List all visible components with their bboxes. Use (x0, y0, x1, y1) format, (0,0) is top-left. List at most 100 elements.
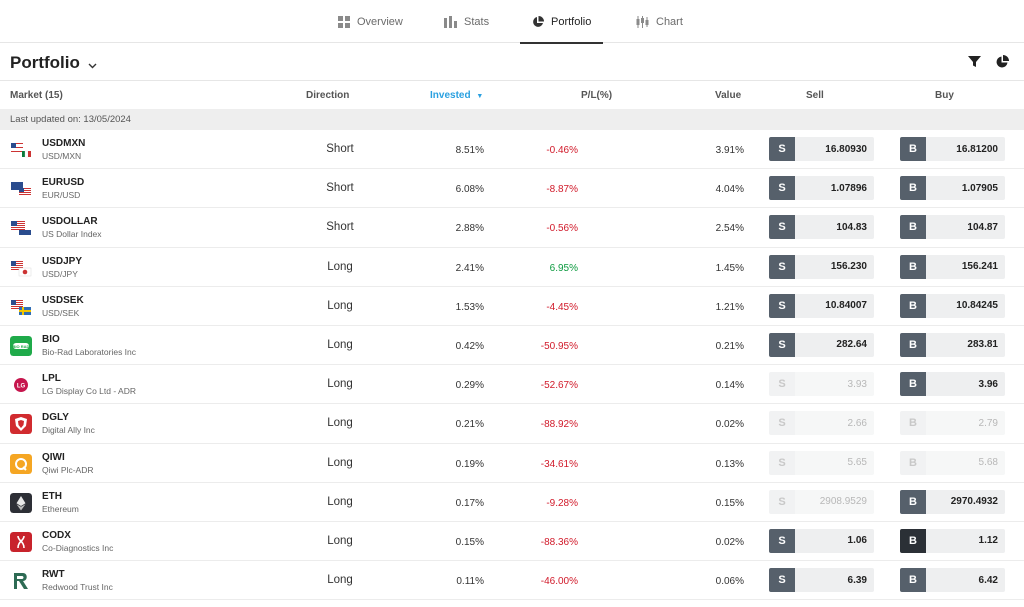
tab-portfolio[interactable]: Portfolio (519, 0, 604, 44)
tab-portfolio-label: Portfolio (551, 15, 592, 28)
sell-button[interactable]: S 16.80930 (769, 137, 874, 161)
market-name: Qiwi Plc-ADR (42, 464, 94, 475)
market-symbol[interactable]: USDOLLAR (42, 216, 98, 228)
buy-button[interactable]: B 283.81 (900, 332, 1005, 357)
table-row[interactable]: LG LPL LG Display Co Ltd - ADR Long 0.29… (0, 365, 1024, 405)
table-row[interactable]: EURUSD EUR/USD Short 6.08% -8.87% 4.04% … (0, 169, 1024, 209)
table-row[interactable]: USDJPY USD/JPY Long 2.41% 6.95% 1.45% S … (0, 248, 1024, 287)
buy-button[interactable]: B 16.81200 (900, 137, 1005, 161)
market-name: USD/MXN (42, 151, 82, 161)
table-row[interactable]: USDMXN USD/MXN Short 8.51% -0.46% 3.91% … (0, 130, 1024, 170)
market-symbol[interactable]: LPL (42, 373, 61, 385)
market-name: Bio-Rad Laboratories Inc (42, 346, 137, 357)
buy-price: 10.84245 (926, 293, 1005, 318)
buy-price: 283.81 (926, 332, 1005, 357)
col-pl[interactable]: P/L(%) (581, 90, 613, 101)
market-symbol[interactable]: USDMXN (42, 138, 86, 149)
buy-button[interactable]: B 10.84245 (900, 293, 1005, 318)
sell-price: 1.06 (795, 528, 874, 553)
portfolio-dropdown[interactable]: Portfolio (10, 52, 97, 74)
value: 0.14% (715, 380, 744, 392)
table-row[interactable]: QIWI Qiwi Plc-ADR Long 0.19% -34.61% 0.1… (0, 444, 1024, 483)
sell-key: S (769, 411, 795, 436)
buy-button[interactable]: B 2970.4932 (900, 489, 1005, 514)
col-buy[interactable]: Buy (935, 90, 954, 101)
buy-button[interactable]: B 3.96 (900, 372, 1005, 397)
sell-button[interactable]: S 5.65 (769, 450, 874, 475)
col-sell[interactable]: Sell (806, 90, 824, 101)
sell-button[interactable]: S 6.39 (769, 568, 874, 593)
sell-button[interactable]: S 10.84007 (769, 293, 874, 318)
table-row[interactable]: USDSEK USD/SEK Long 1.53% -4.45% 1.21% S… (0, 287, 1024, 326)
market-symbol[interactable]: RWT (42, 569, 65, 581)
col-market[interactable]: Market (15) (10, 90, 63, 101)
pl-percent: -0.56% (546, 223, 578, 235)
market-symbol[interactable]: ETH (42, 490, 62, 502)
invested: 0.21% (455, 419, 484, 431)
sell-button[interactable]: S 156.230 (769, 254, 874, 279)
buy-key: B (900, 489, 926, 514)
sell-button[interactable]: S 2.66 (769, 411, 874, 436)
table-row[interactable]: USDOLLAR US Dollar Index Short 2.88% -0.… (0, 208, 1024, 248)
direction: Long (327, 338, 353, 351)
direction: Long (327, 299, 353, 312)
sell-button[interactable]: S 3.93 (769, 372, 874, 397)
tab-stats[interactable]: Stats (444, 0, 489, 43)
bar-chart-icon (444, 15, 457, 28)
direction: Short (326, 221, 354, 234)
buy-button[interactable]: B 1.12 (900, 528, 1005, 553)
market-name: EUR/USD (42, 190, 81, 201)
col-direction[interactable]: Direction (306, 90, 350, 101)
sell-button[interactable]: S 2908.9529 (769, 489, 874, 514)
pl-percent: -88.36% (540, 536, 578, 548)
market-symbol[interactable]: CODX (42, 529, 71, 541)
tab-chart[interactable]: Chart (636, 0, 683, 43)
market-symbol[interactable]: DGLY (42, 412, 69, 424)
market-symbol[interactable]: USDJPY (42, 255, 83, 267)
invested: 2.88% (455, 223, 484, 235)
market-symbol[interactable]: EURUSD (42, 177, 85, 189)
market-symbol[interactable]: BIO (42, 333, 60, 345)
tab-overview[interactable]: Overview (338, 0, 403, 43)
table-row[interactable]: BIO RAD BIO Bio-Rad Laboratories Inc Lon… (0, 326, 1024, 366)
market-symbol[interactable]: QIWI (42, 451, 65, 463)
invested: 0.19% (455, 458, 484, 470)
pl-percent: -88.92% (540, 419, 578, 431)
buy-button[interactable]: B 156.241 (900, 254, 1005, 279)
col-value[interactable]: Value (715, 90, 742, 101)
col-invested[interactable]: Invested ▼ (430, 90, 483, 101)
pie-chart-icon[interactable] (996, 55, 1010, 69)
invested: 8.51% (455, 145, 484, 156)
value: 1.21% (715, 301, 744, 313)
table-row[interactable]: ETH Ethereum Long 0.17% -9.28% 0.15% S 2… (0, 483, 1024, 522)
filter-icon[interactable] (968, 55, 982, 69)
market-name: USD/SEK (42, 307, 80, 318)
sell-button[interactable]: S 1.06 (769, 528, 874, 553)
table-row[interactable]: CODX Co-Diagnostics Inc Long 0.15% -88.3… (0, 522, 1024, 562)
sell-price: 5.65 (795, 450, 874, 475)
table-row[interactable]: DGLY Digital Ally Inc Long 0.21% -88.92%… (0, 404, 1024, 444)
buy-button[interactable]: B 1.07905 (900, 176, 1005, 201)
usdollar-logo-icon (10, 218, 32, 239)
value: 0.15% (715, 497, 744, 509)
table-row[interactable]: RWT Redwood Trust Inc Long 0.11% -46.00%… (0, 561, 1024, 601)
buy-price: 1.12 (926, 528, 1005, 553)
page-title: Portfolio (10, 53, 80, 72)
eurusd-logo-icon (10, 179, 32, 200)
buy-button[interactable]: B 5.68 (900, 450, 1005, 475)
buy-button[interactable]: B 2.79 (900, 411, 1005, 436)
svg-text:BIO RAD: BIO RAD (13, 344, 30, 349)
chevron-down-icon (88, 54, 97, 74)
buy-button[interactable]: B 6.42 (900, 568, 1005, 593)
sell-key: S (769, 372, 795, 397)
direction: Long (327, 378, 353, 391)
invested: 1.53% (455, 301, 484, 313)
market-symbol[interactable]: USDSEK (42, 294, 84, 306)
pl-percent: -0.46% (546, 145, 578, 156)
buy-key: B (900, 293, 926, 318)
sell-button[interactable]: S 282.64 (769, 332, 874, 357)
buy-button[interactable]: B 104.87 (900, 215, 1005, 240)
sell-button[interactable]: S 104.83 (769, 215, 874, 240)
top-nav: Overview Stats Portfolio Chart (0, 0, 1024, 44)
sell-button[interactable]: S 1.07896 (769, 176, 874, 201)
